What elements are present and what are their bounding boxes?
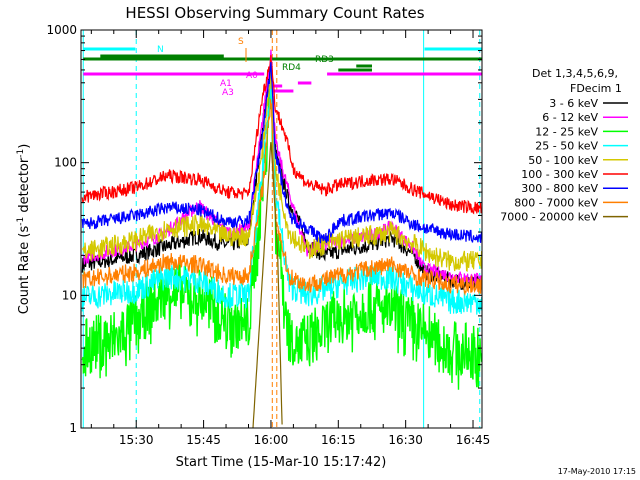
legend-label-5: 50 - 100 keV (528, 154, 598, 167)
legend-label-3: 12 - 25 keV (535, 125, 598, 138)
y-tick-label-3: 1000 (46, 23, 77, 37)
x-axis-label: Start Time (15-Mar-10 15:17:42) (176, 455, 387, 470)
x-tick-label-5: 16:45 (456, 433, 491, 447)
y-tick-label-0: 1 (69, 421, 77, 435)
series-line-8 (81, 99, 483, 297)
legend-label-9: 7000 - 20000 keV (500, 211, 598, 224)
flag-label-a1: A1 (220, 79, 232, 89)
flag-label-s: S (238, 37, 244, 47)
flag-label-a0: A0 (246, 71, 258, 81)
legend-label-8: 800 - 7000 keV (514, 196, 598, 209)
legend-label-6: 100 - 300 keV (521, 168, 598, 181)
series-line-1 (81, 55, 483, 291)
legend-label-1: 3 - 6 keV (549, 97, 598, 110)
flag-label-n: N (157, 45, 164, 55)
legend-label-2: 6 - 12 keV (542, 111, 598, 124)
series-line-9 (252, 142, 283, 429)
x-tick-label-2: 16:00 (254, 433, 289, 447)
series-line-3 (81, 77, 483, 390)
x-tick-label-3: 16:15 (321, 433, 356, 447)
y-tick-label-1: 10 (62, 288, 77, 302)
flag-label-rd4: RD4 (282, 63, 301, 73)
series-line-4 (81, 77, 483, 315)
y-tick-label-2: 100 (54, 156, 77, 170)
flag-label-a3: A3 (222, 88, 234, 98)
x-tick-label-4: 16:30 (388, 433, 423, 447)
plot-frame (80, 29, 483, 429)
chart-title: HESSI Observing Summary Count Rates (125, 4, 424, 22)
timestamp: 17-May-2010 17:15 (558, 467, 636, 476)
x-tick-label-1: 15:45 (186, 433, 221, 447)
legend-label-7: 300 - 800 keV (521, 182, 598, 195)
observing-flags-layer: N S RD3 RD4 A1 A0 A3 (82, 30, 482, 428)
flag-label-rd3: RD3 (315, 55, 334, 65)
axes-layer: 15:30 15:45 16:00 16:15 16:30 16:45 1 10 100 1000 (46, 23, 490, 447)
x-tick-label-0: 15:30 (119, 433, 154, 447)
series-layer (81, 49, 483, 429)
legend-header-line1: Det 1,3,4,5,6,9, (532, 67, 618, 80)
series-line-6 (81, 55, 482, 215)
y-axis-label: Count Rate (s-1 detector-1) (16, 144, 32, 315)
series-line-7 (81, 62, 483, 244)
legend-label-4: 25 - 50 keV (535, 140, 598, 153)
legend-header-line2: FDecim 1 (570, 82, 622, 95)
series-line-5 (81, 62, 483, 273)
